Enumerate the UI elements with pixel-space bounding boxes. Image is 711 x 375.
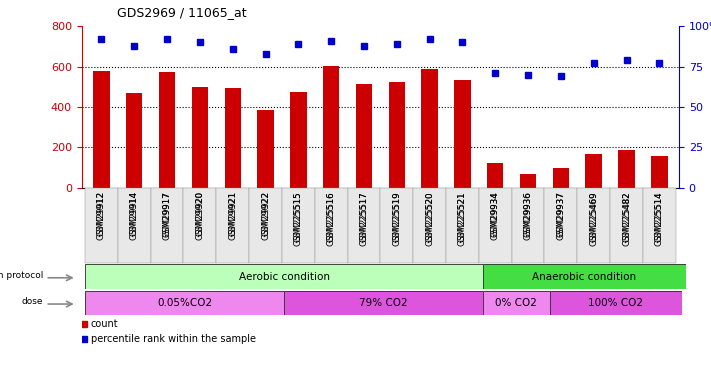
Text: GSM225516: GSM225516 bbox=[326, 191, 336, 242]
Text: GSM29922: GSM29922 bbox=[261, 191, 270, 240]
Bar bbox=[290, 92, 306, 188]
FancyBboxPatch shape bbox=[512, 188, 545, 262]
Bar bbox=[619, 150, 635, 188]
FancyBboxPatch shape bbox=[643, 188, 675, 262]
Text: GSM29936: GSM29936 bbox=[523, 191, 533, 237]
Text: GSM225516: GSM225516 bbox=[326, 191, 336, 246]
Text: GSM29934: GSM29934 bbox=[491, 191, 500, 240]
Bar bbox=[585, 154, 602, 188]
Text: Aerobic condition: Aerobic condition bbox=[239, 272, 330, 282]
Text: GSM225520: GSM225520 bbox=[425, 191, 434, 246]
FancyBboxPatch shape bbox=[413, 188, 446, 262]
Text: GSM29920: GSM29920 bbox=[196, 191, 204, 237]
Text: GSM225482: GSM225482 bbox=[622, 191, 631, 242]
FancyBboxPatch shape bbox=[610, 188, 643, 262]
Text: GSM225519: GSM225519 bbox=[392, 191, 401, 246]
Bar bbox=[192, 87, 208, 188]
Text: GSM29936: GSM29936 bbox=[523, 191, 533, 240]
Bar bbox=[225, 88, 241, 188]
Bar bbox=[487, 164, 503, 188]
FancyBboxPatch shape bbox=[380, 188, 413, 262]
Bar bbox=[126, 93, 142, 188]
FancyBboxPatch shape bbox=[183, 188, 216, 262]
FancyBboxPatch shape bbox=[315, 188, 348, 262]
FancyBboxPatch shape bbox=[85, 188, 118, 262]
Text: GSM225520: GSM225520 bbox=[425, 191, 434, 242]
Text: 100% CO2: 100% CO2 bbox=[589, 298, 643, 308]
Text: 0% CO2: 0% CO2 bbox=[496, 298, 538, 308]
Bar bbox=[323, 66, 339, 188]
Bar bbox=[552, 168, 569, 188]
Text: GSM29912: GSM29912 bbox=[97, 191, 106, 240]
Text: GSM225517: GSM225517 bbox=[360, 191, 368, 246]
Bar bbox=[257, 110, 274, 188]
Text: 0.05%CO2: 0.05%CO2 bbox=[157, 298, 212, 308]
Bar bbox=[651, 156, 668, 188]
Bar bbox=[356, 84, 372, 188]
Bar bbox=[520, 174, 536, 188]
FancyBboxPatch shape bbox=[479, 188, 512, 262]
FancyBboxPatch shape bbox=[216, 188, 249, 262]
Text: GSM225521: GSM225521 bbox=[458, 191, 467, 246]
Text: GSM225482: GSM225482 bbox=[622, 191, 631, 246]
Text: GDS2969 / 11065_at: GDS2969 / 11065_at bbox=[117, 6, 247, 19]
FancyBboxPatch shape bbox=[446, 188, 479, 262]
FancyBboxPatch shape bbox=[151, 188, 183, 262]
FancyBboxPatch shape bbox=[577, 188, 610, 262]
Bar bbox=[454, 80, 471, 188]
Text: GSM29917: GSM29917 bbox=[163, 191, 171, 240]
Text: Anaerobic condition: Anaerobic condition bbox=[533, 272, 636, 282]
Text: GSM225517: GSM225517 bbox=[360, 191, 368, 242]
Text: GSM29912: GSM29912 bbox=[97, 191, 106, 237]
Text: percentile rank within the sample: percentile rank within the sample bbox=[91, 334, 256, 344]
FancyBboxPatch shape bbox=[545, 188, 577, 262]
Text: GSM225469: GSM225469 bbox=[589, 191, 598, 242]
Text: GSM225469: GSM225469 bbox=[589, 191, 598, 246]
Text: dose: dose bbox=[21, 297, 43, 306]
Text: growth protocol: growth protocol bbox=[0, 271, 43, 280]
Text: GSM29921: GSM29921 bbox=[228, 191, 237, 240]
Text: GSM29920: GSM29920 bbox=[196, 191, 204, 240]
Text: GSM29914: GSM29914 bbox=[130, 191, 139, 237]
Text: GSM225515: GSM225515 bbox=[294, 191, 303, 246]
Bar bbox=[93, 70, 109, 188]
Text: GSM29922: GSM29922 bbox=[261, 191, 270, 237]
Text: GSM225514: GSM225514 bbox=[655, 191, 664, 242]
Text: 79% CO2: 79% CO2 bbox=[359, 298, 408, 308]
Bar bbox=[389, 82, 405, 188]
Bar bbox=[159, 72, 176, 188]
Text: GSM29917: GSM29917 bbox=[163, 191, 171, 237]
Text: GSM29914: GSM29914 bbox=[130, 191, 139, 240]
FancyBboxPatch shape bbox=[348, 188, 380, 262]
Text: GSM225521: GSM225521 bbox=[458, 191, 467, 242]
Text: GSM225514: GSM225514 bbox=[655, 191, 664, 246]
Text: GSM29921: GSM29921 bbox=[228, 191, 237, 237]
Text: count: count bbox=[91, 320, 118, 329]
FancyBboxPatch shape bbox=[249, 188, 282, 262]
Bar bbox=[422, 69, 438, 188]
Text: GSM29934: GSM29934 bbox=[491, 191, 500, 237]
Text: GSM225519: GSM225519 bbox=[392, 191, 401, 242]
FancyBboxPatch shape bbox=[282, 188, 315, 262]
Text: GSM225515: GSM225515 bbox=[294, 191, 303, 242]
Text: GSM29937: GSM29937 bbox=[557, 191, 565, 237]
FancyBboxPatch shape bbox=[118, 188, 151, 262]
Text: GSM29937: GSM29937 bbox=[557, 191, 565, 240]
